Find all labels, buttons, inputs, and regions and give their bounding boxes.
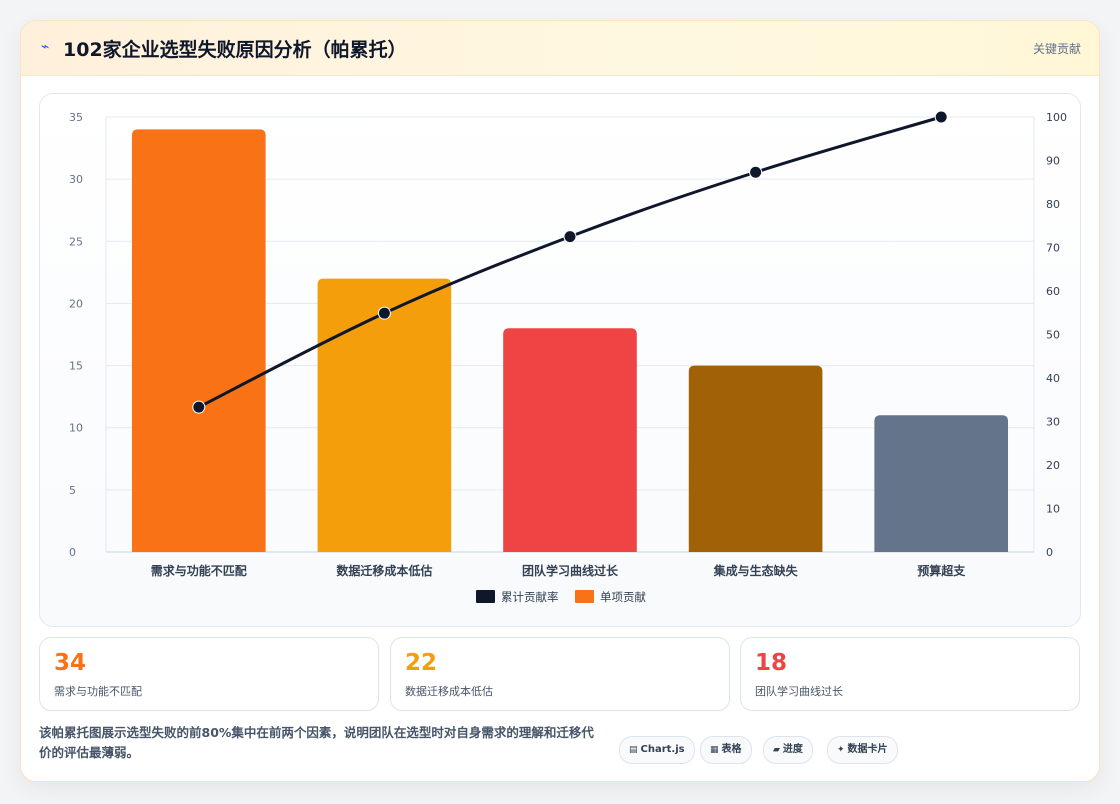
y-left-tick-label: 25 (69, 235, 83, 248)
y-right-tick-label: 60 (1046, 285, 1060, 298)
y-left-tick-label: 0 (69, 546, 76, 559)
chip-label: 表格 (721, 744, 742, 755)
y-right-tick-label: 40 (1046, 372, 1060, 385)
stat-card-1: 34 需求与功能不匹配 (39, 637, 379, 711)
cumulative-point-2 (377, 306, 391, 320)
x-tick-label: 需求与功能不匹配 (151, 563, 247, 578)
x-tick-label: 集成与生态缺失 (713, 563, 799, 578)
chip-table[interactable]: ▦ 表格 (700, 736, 752, 764)
y-right-tick-label: 20 (1046, 459, 1060, 472)
cumulative-point-3 (563, 230, 577, 244)
bar-1 (131, 129, 266, 552)
y-left-tick-label: 30 (69, 173, 83, 186)
legend-label: 累计贡献率 (501, 590, 559, 604)
legend-swatch-1 (476, 590, 495, 603)
x-tick-label: 数据迁移成本低估 (336, 563, 432, 578)
bar-4 (688, 365, 823, 552)
y-right-tick-label: 30 (1046, 416, 1060, 429)
chart-panel: 0 5 10 15 20 25 30 35 0 10 20 30 40 50 60 70 80 90 100 需求与功… (39, 93, 1081, 627)
card-header: ⌁ 102家企业选型失败原因分析（帕累托） 关键贡献 (21, 21, 1099, 76)
page-title: 102家企业选型失败原因分析（帕累托） (63, 39, 407, 61)
stat-card-3: 18 团队学习曲线过长 (740, 637, 1080, 711)
y-left-tick-label: 5 (69, 484, 76, 497)
y-right-tick-label: 10 (1046, 503, 1060, 516)
bar-2 (317, 278, 452, 552)
stat-label: 数据迁移成本低估 (405, 685, 493, 698)
stat-card-2: 22 数据迁移成本低估 (390, 637, 730, 711)
y-left-tick-label: 10 (69, 422, 83, 435)
cumulative-point-5 (934, 110, 948, 124)
legend-swatch-2 (575, 590, 594, 603)
cumulative-point-1 (192, 400, 206, 414)
chip-label: Chart.js (640, 744, 685, 755)
y-left-tick-label: 15 (69, 360, 83, 373)
chart-logo-icon: ⌁ (41, 39, 50, 55)
y-right-tick-label: 90 (1046, 155, 1060, 168)
stat-value: 34 (54, 650, 87, 676)
summary-text: 该帕累托图展示选型失败的前80%集中在前两个因素，说明团队在选型时对自身需求的理… (39, 725, 594, 760)
header-tag: 关键贡献 (1032, 42, 1081, 56)
y-left-tick-label: 35 (69, 111, 83, 124)
y-right-tick-label: 50 (1046, 329, 1060, 342)
y-right-tick-label: 70 (1046, 242, 1060, 255)
y-right-tick-label: 0 (1046, 546, 1053, 559)
bar-3 (503, 328, 637, 552)
chip-label: 进度 (782, 744, 803, 755)
cumulative-point-4 (749, 165, 763, 179)
chip-data-card[interactable]: ✦ 数据卡片 (827, 736, 898, 764)
chip-chartjs[interactable]: ▤ Chart.js (619, 736, 695, 764)
chip-label: 数据卡片 (847, 744, 888, 755)
chip-progress[interactable]: ▰ 进度 (763, 736, 813, 764)
stat-value: 18 (755, 650, 788, 676)
y-left-tick-label: 20 (69, 297, 83, 310)
x-tick-label: 团队学习曲线过长 (522, 563, 619, 578)
y-right-tick-label: 100 (1046, 111, 1067, 124)
stat-value: 22 (405, 650, 438, 676)
stat-label: 团队学习曲线过长 (755, 685, 843, 698)
table-icon: ▦ (710, 745, 719, 755)
x-tick-label: 预算超支 (917, 563, 966, 578)
stat-label: 需求与功能不匹配 (54, 685, 142, 698)
chart-icon: ▤ (629, 745, 638, 755)
bar-5 (874, 415, 1009, 552)
y-right-tick-label: 80 (1046, 198, 1060, 211)
report-card: ⌁ 102家企业选型失败原因分析（帕累托） 关键贡献 0 5 10 15 20 25 30 3… (20, 20, 1100, 782)
progress-icon: ▰ (773, 745, 780, 755)
pareto-chart: 0 5 10 15 20 25 30 35 0 10 20 30 40 50 60 70 80 90 100 需求与功… (69, 110, 1067, 604)
sparkle-icon: ✦ (837, 745, 845, 755)
legend-label: 单项贡献 (600, 590, 646, 604)
